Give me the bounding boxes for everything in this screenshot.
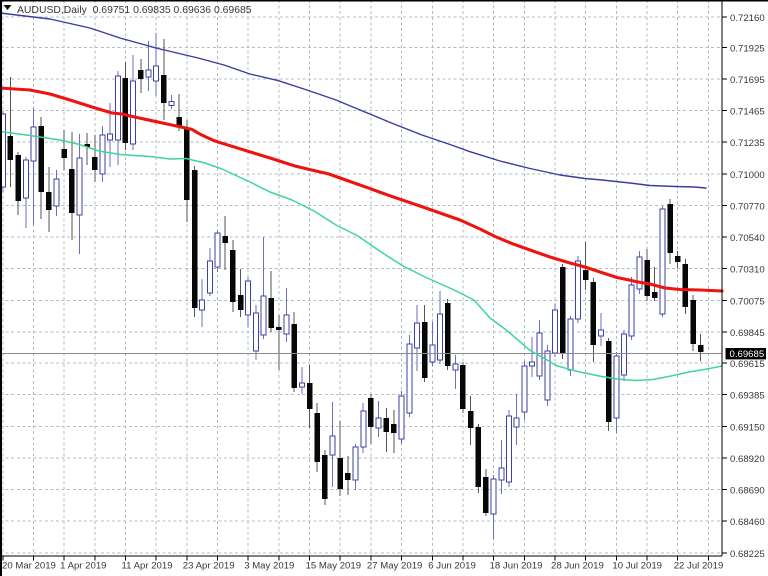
svg-text:10 Jul 2019: 10 Jul 2019 [612, 561, 662, 572]
svg-text:20 Mar 2019: 20 Mar 2019 [2, 561, 56, 572]
svg-text:0.69685: 0.69685 [730, 349, 765, 360]
svg-text:0.70540: 0.70540 [730, 233, 765, 244]
svg-text:0.71000: 0.71000 [730, 170, 765, 181]
svg-text:22 Jul 2019: 22 Jul 2019 [674, 561, 724, 572]
svg-text:0.71925: 0.71925 [730, 44, 765, 55]
svg-text:6 Jun 2019: 6 Jun 2019 [428, 561, 475, 572]
svg-text:0.69385: 0.69385 [730, 391, 765, 402]
svg-text:0.70075: 0.70075 [730, 296, 765, 307]
svg-text:AUDUSD,Daily 0.69751 0.69835: AUDUSD,Daily 0.69751 0.69835 0.69636 0.6… [17, 5, 252, 16]
svg-text:0.71695: 0.71695 [730, 75, 765, 86]
svg-text:0.69845: 0.69845 [730, 328, 765, 339]
svg-text:0.69615: 0.69615 [730, 359, 765, 370]
svg-text:0.70310: 0.70310 [730, 264, 765, 275]
svg-text:0.68690: 0.68690 [730, 486, 765, 497]
svg-text:18 Jun 2019: 18 Jun 2019 [490, 561, 543, 572]
svg-text:0.71465: 0.71465 [730, 107, 765, 118]
svg-text:0.68920: 0.68920 [730, 454, 765, 465]
svg-text:0.72160: 0.72160 [730, 13, 765, 24]
svg-text:15 May 2019: 15 May 2019 [306, 561, 361, 572]
svg-text:0.71235: 0.71235 [730, 138, 765, 149]
svg-text:0.70770: 0.70770 [730, 201, 765, 212]
svg-text:0.68460: 0.68460 [730, 517, 765, 528]
svg-text:0.69150: 0.69150 [730, 423, 765, 434]
svg-text:27 May 2019: 27 May 2019 [367, 561, 422, 572]
svg-text:1 Apr 2019: 1 Apr 2019 [60, 561, 106, 572]
svg-text:3 May 2019: 3 May 2019 [244, 561, 294, 572]
svg-text:0.68225: 0.68225 [730, 549, 765, 560]
svg-text:28 Jun 2019: 28 Jun 2019 [551, 561, 604, 572]
svg-text:11 Apr 2019: 11 Apr 2019 [122, 561, 173, 572]
svg-text:23 Apr 2019: 23 Apr 2019 [183, 561, 235, 572]
